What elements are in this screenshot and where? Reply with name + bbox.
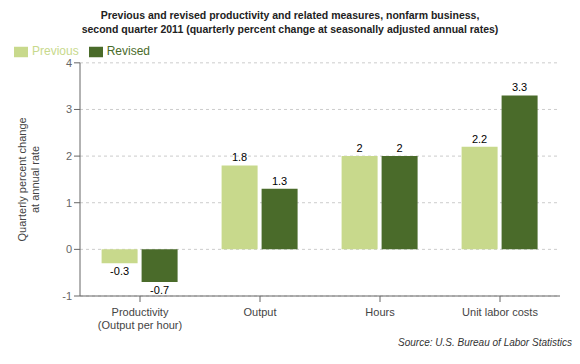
html-text:Revised: Revised bbox=[106, 44, 150, 58]
svg-text:1.3: 1.3 bbox=[272, 175, 287, 187]
svg-text:Hours: Hours bbox=[365, 306, 395, 318]
svg-text:-0.3: -0.3 bbox=[110, 265, 129, 277]
svg-text:Quarterly percent changeat ann: Quarterly percent changeat annual rate bbox=[16, 117, 41, 241]
html-text:Source: U.S. Bureau of Labor S: Source: U.S. Bureau of Labor Statistics bbox=[398, 337, 572, 348]
html-text:Previous and revised productiv: Previous and revised productivity and re… bbox=[100, 9, 480, 21]
svg-text:1: 1 bbox=[66, 197, 72, 209]
svg-text:Productivity(Output per hour): Productivity(Output per hour) bbox=[98, 306, 182, 331]
svg-text:4: 4 bbox=[66, 57, 72, 69]
svg-text:2: 2 bbox=[397, 142, 403, 154]
svg-text:2.2: 2.2 bbox=[472, 133, 487, 145]
svg-text:Output: Output bbox=[243, 306, 276, 318]
svg-text:-1: -1 bbox=[62, 290, 72, 302]
svg-text:0: 0 bbox=[66, 243, 72, 255]
svg-text:Unit labor costs: Unit labor costs bbox=[462, 306, 538, 318]
html-text:Previous: Previous bbox=[32, 44, 79, 58]
svg-text:2: 2 bbox=[357, 142, 363, 154]
svg-text:3: 3 bbox=[66, 103, 72, 115]
svg-text:2: 2 bbox=[66, 150, 72, 162]
svg-text:3.3: 3.3 bbox=[512, 81, 527, 93]
svg-text:1.8: 1.8 bbox=[232, 151, 247, 163]
html-text:second quarter 2011 (quarterly: second quarter 2011 (quarterly percent c… bbox=[81, 23, 499, 35]
svg-text:-0.7: -0.7 bbox=[150, 284, 169, 296]
